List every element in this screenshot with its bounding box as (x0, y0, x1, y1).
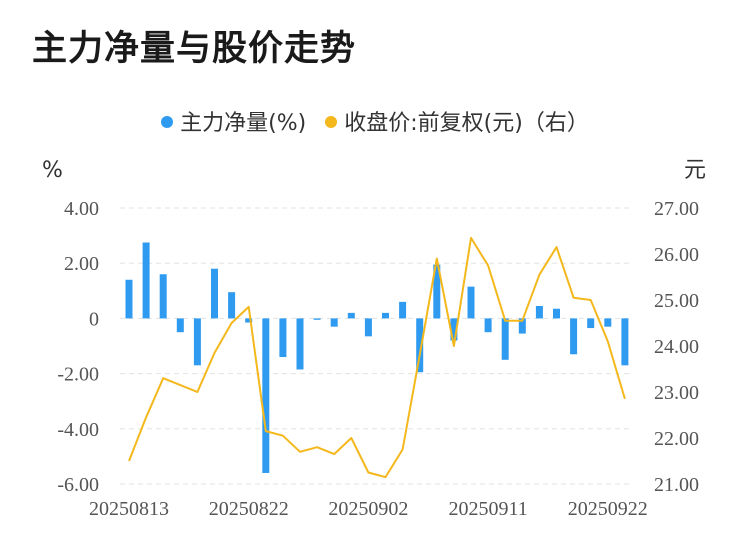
bar[interactable] (604, 318, 612, 327)
bar[interactable] (484, 318, 492, 333)
legend-dot-net-volume (161, 116, 174, 128)
bar[interactable] (296, 318, 304, 370)
bar[interactable] (570, 318, 578, 355)
bar[interactable] (125, 279, 133, 319)
left-tick-label: 0 (89, 308, 99, 330)
bar[interactable] (364, 318, 372, 337)
right-tick-label: 27.00 (654, 198, 699, 220)
left-tick-label: -6.00 (57, 474, 99, 496)
axis-ticks: 4.00 2.00 0 -2.00 -4.00 -6.00 27.00 26.00 25.00 2… (57, 198, 699, 520)
right-tick-label: 22.00 (654, 428, 699, 450)
bar[interactable] (467, 286, 475, 319)
right-tick-label: 25.00 (654, 290, 699, 312)
bar[interactable] (399, 301, 407, 319)
x-tick-label: 20250822 (209, 498, 289, 520)
bar[interactable] (416, 318, 424, 373)
legend-item-close-price[interactable]: 收盘价:前复权(元)（右） (325, 110, 589, 138)
legend-label-net-volume: 主力净量(%) (180, 111, 307, 136)
bar[interactable] (433, 264, 441, 319)
chart-title: 主力净量与股价走势 (32, 29, 357, 69)
right-tick-label: 24.00 (654, 336, 699, 358)
x-tick-label: 20250813 (89, 498, 169, 520)
bar[interactable] (621, 318, 629, 366)
bar[interactable] (501, 318, 509, 360)
bar[interactable] (553, 308, 560, 319)
right-tick-label: 23.00 (654, 382, 699, 404)
left-tick-label: 2.00 (64, 253, 99, 275)
left-tick-label: -4.00 (57, 419, 99, 441)
right-tick-label: 21.00 (654, 474, 699, 496)
bar[interactable] (330, 318, 338, 327)
bar[interactable] (313, 318, 321, 320)
bar[interactable] (535, 305, 543, 319)
close-price-line[interactable] (128, 236, 626, 479)
bar[interactable] (193, 318, 201, 366)
bar[interactable] (245, 318, 253, 323)
legend-dot-close-price (325, 116, 338, 128)
bar[interactable] (159, 274, 167, 319)
line-series (128, 236, 626, 479)
bar[interactable] (450, 318, 458, 341)
bar[interactable] (262, 318, 270, 473)
legend-label-close-price: 收盘价:前复权(元)（右） (344, 111, 589, 136)
bar[interactable] (228, 292, 236, 319)
bar[interactable] (347, 312, 355, 319)
x-tick-label: 20250902 (328, 498, 408, 520)
bar[interactable] (518, 318, 526, 334)
bar[interactable] (279, 318, 287, 358)
bar-series (125, 242, 629, 473)
legend: 主力净量(%) 收盘价:前复权(元)（右） (0, 110, 750, 138)
right-tick-label: 26.00 (654, 244, 699, 266)
x-tick-label: 20250911 (448, 498, 527, 520)
bar[interactable] (176, 318, 184, 333)
left-axis-unit: % (42, 158, 63, 183)
left-tick-label: 4.00 (64, 198, 99, 220)
right-axis-unit: 元 (684, 158, 707, 183)
x-tick-label: 20250922 (568, 498, 648, 520)
bar[interactable] (211, 268, 218, 319)
legend-item-net-volume[interactable]: 主力净量(%) (161, 110, 306, 138)
bar[interactable] (587, 318, 595, 329)
left-tick-label: -2.00 (57, 364, 99, 386)
bar[interactable] (142, 242, 150, 319)
bar[interactable] (382, 312, 389, 319)
